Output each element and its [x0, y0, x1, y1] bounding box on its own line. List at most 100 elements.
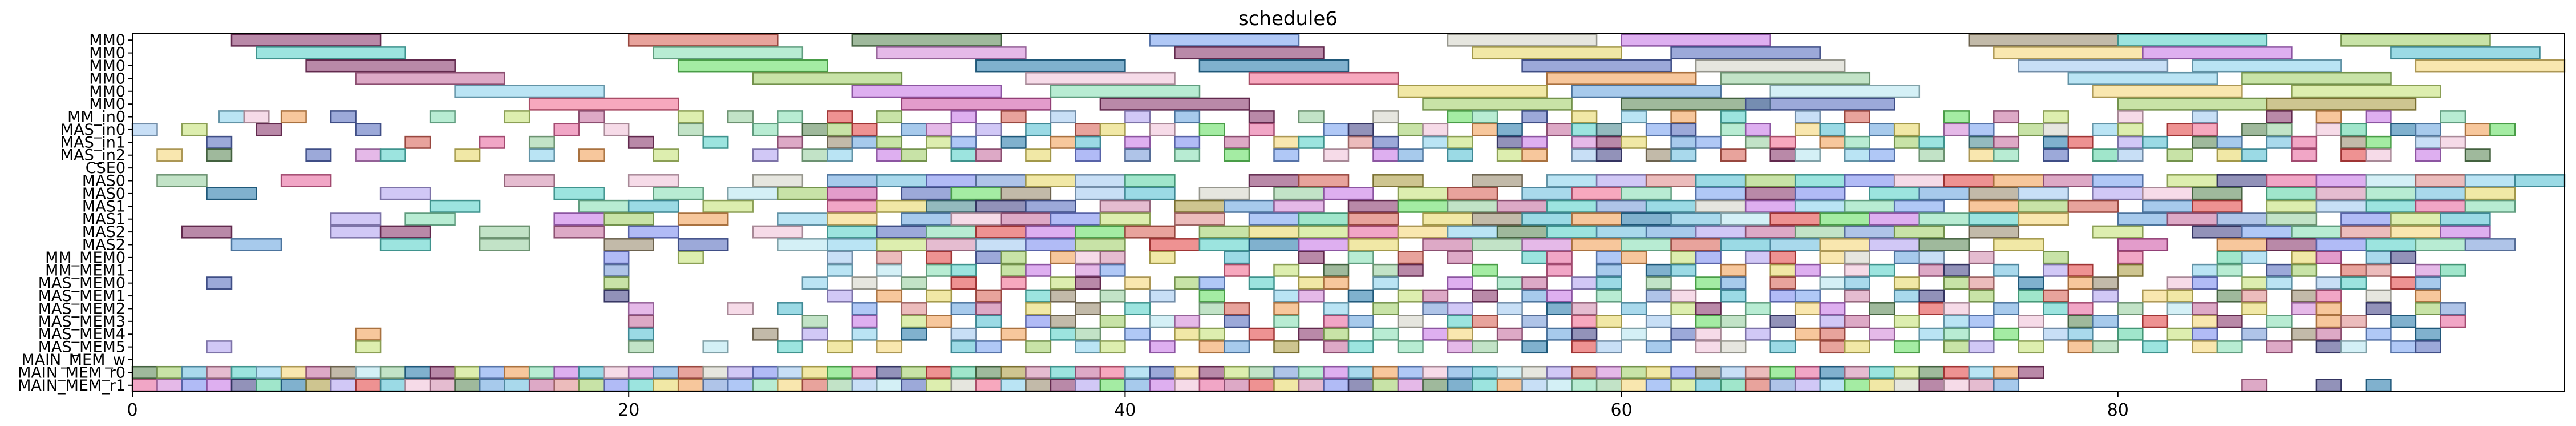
- task-bar: [1051, 380, 1076, 391]
- task-bar: [1224, 150, 1249, 161]
- task-bar: [2291, 290, 2316, 302]
- task-bar: [2291, 264, 2316, 276]
- task-bar: [281, 367, 306, 378]
- task-bar: [1001, 111, 1026, 122]
- task-bar: [554, 380, 580, 391]
- task-bar: [604, 252, 629, 263]
- task-bar: [1894, 175, 1944, 186]
- task-bar: [1969, 124, 1994, 135]
- task-bar: [2068, 341, 2093, 352]
- task-bar: [1522, 380, 1548, 391]
- task-bar: [1299, 214, 1348, 225]
- task-bar: [1051, 316, 1076, 327]
- task-bar: [1671, 328, 1696, 340]
- task-bar: [951, 341, 977, 352]
- task-bar: [2267, 124, 2292, 135]
- task-bar: [505, 111, 530, 122]
- task-bar: [207, 150, 232, 161]
- task-bar: [579, 367, 604, 378]
- task-bar: [1100, 290, 1125, 302]
- task-bar: [1622, 367, 1647, 378]
- task-bar: [1845, 226, 1894, 238]
- task-bar: [1894, 124, 1919, 135]
- task-bar: [827, 200, 877, 212]
- task-bar: [505, 367, 530, 378]
- task-bar: [803, 380, 828, 391]
- task-bar: [1820, 136, 1845, 148]
- task-bar: [2291, 226, 2341, 238]
- task-bar: [2391, 278, 2416, 289]
- task-bar: [678, 124, 703, 135]
- task-bar: [1374, 150, 1399, 161]
- task-bar: [1597, 264, 1622, 276]
- task-bar: [1572, 188, 1622, 199]
- task-bar: [1224, 380, 1249, 391]
- task-bar: [1795, 367, 1820, 378]
- task-bar: [455, 367, 480, 378]
- task-bar: [976, 150, 1001, 161]
- task-bar: [629, 303, 654, 314]
- task-bar: [1771, 367, 1796, 378]
- task-bar: [1671, 303, 1696, 314]
- task-bar: [1200, 367, 1225, 378]
- task-bar: [1870, 188, 1919, 199]
- task-bar: [1125, 150, 1150, 161]
- task-bar: [331, 226, 380, 238]
- task-bar: [1547, 226, 1597, 238]
- task-bar: [827, 367, 852, 378]
- task-bar: [1969, 316, 1994, 327]
- task-bar: [529, 98, 678, 110]
- x-tick-label: 60: [1611, 400, 1633, 420]
- task-bar: [1324, 303, 1349, 314]
- task-bar: [951, 303, 977, 314]
- task-bar: [1795, 303, 1820, 314]
- task-bar: [232, 34, 380, 46]
- task-bar: [1374, 367, 1399, 378]
- task-bar: [1174, 136, 1200, 148]
- task-bar: [1448, 316, 1473, 327]
- task-bar: [1894, 380, 1919, 391]
- task-bar: [1820, 380, 1845, 391]
- task-bar: [529, 367, 554, 378]
- task-bar: [926, 316, 951, 327]
- task-bar: [430, 111, 455, 122]
- task-bar: [1150, 290, 1174, 302]
- task-bar: [1572, 150, 1597, 161]
- task-bar: [1324, 328, 1349, 340]
- task-bar: [2341, 341, 2366, 352]
- task-bar: [1522, 60, 1671, 71]
- task-bar: [1696, 341, 1721, 352]
- task-bar: [1795, 226, 1845, 238]
- task-bar: [654, 188, 703, 199]
- task-bar: [1522, 214, 1572, 225]
- task-bar: [2267, 278, 2292, 289]
- task-bar: [1274, 188, 1324, 199]
- task-bar: [1919, 136, 1945, 148]
- task-bar: [157, 150, 183, 161]
- task-bar: [1994, 136, 2019, 148]
- task-bar: [1001, 252, 1026, 263]
- task-bar: [1696, 278, 1721, 289]
- task-bar: [1696, 328, 1721, 340]
- task-bar: [2391, 252, 2416, 263]
- task-bar: [2416, 239, 2465, 250]
- task-bar: [1721, 73, 1870, 84]
- task-bar: [1969, 252, 1994, 263]
- task-bar: [1075, 380, 1100, 391]
- task-bar: [1299, 367, 1324, 378]
- task-bar: [257, 380, 282, 391]
- task-bar: [1174, 316, 1200, 327]
- task-bar: [1473, 380, 1498, 391]
- task-bar: [2093, 278, 2118, 289]
- task-bar: [1597, 290, 1622, 302]
- task-bar: [2192, 264, 2217, 276]
- task-bar: [1174, 214, 1224, 225]
- task-bar: [926, 380, 951, 391]
- task-bar: [1994, 367, 2019, 378]
- task-bar: [2019, 367, 2044, 378]
- task-bar: [1870, 328, 1895, 340]
- task-bar: [430, 200, 480, 212]
- task-bar: [604, 264, 629, 276]
- task-bar: [2168, 328, 2193, 340]
- task-bar: [976, 316, 1001, 327]
